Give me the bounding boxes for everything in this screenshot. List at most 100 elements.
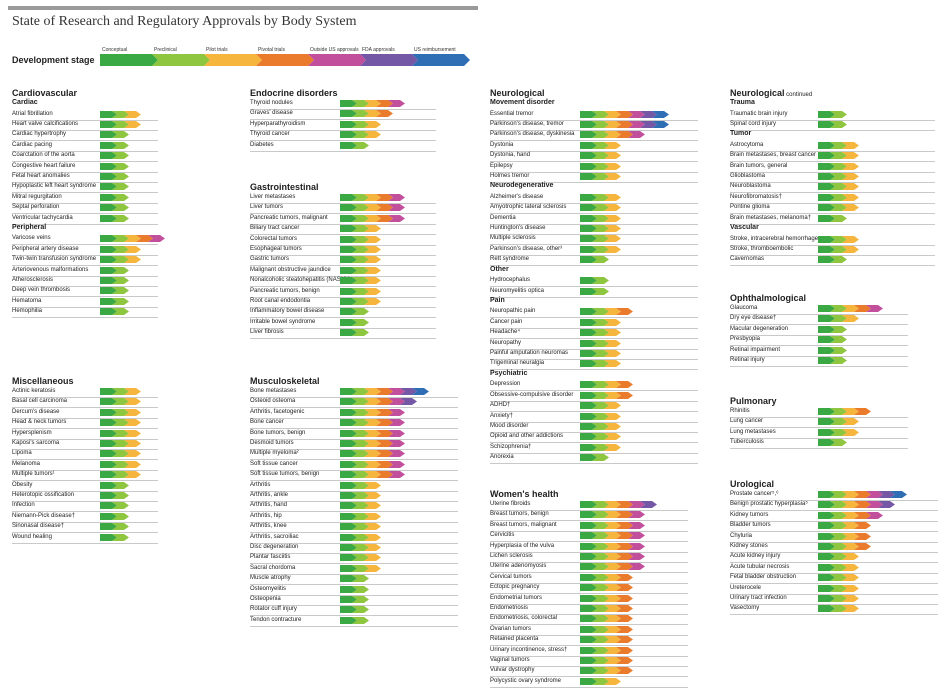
chevron-stage-7 xyxy=(890,491,907,498)
chevron-stage-2 xyxy=(352,388,369,395)
chevron-stage-3 xyxy=(604,615,621,623)
chevron-stage-1 xyxy=(818,193,835,201)
row-label: Osteomyelitis xyxy=(250,585,287,592)
stage-chevrons xyxy=(580,256,609,264)
row-label: Epilepsy xyxy=(490,162,513,169)
chevron-stage-3 xyxy=(124,120,141,128)
chevron-stage-2 xyxy=(352,450,369,458)
chevron-stage-2 xyxy=(592,573,609,581)
chevron-stage-1 xyxy=(580,120,597,128)
row-label: Opioid and other addictions xyxy=(490,433,564,440)
chevron-stage-4 xyxy=(616,646,633,654)
chevron-stage-2 xyxy=(112,523,129,531)
table-row: Atrial fibrillation xyxy=(12,110,158,121)
chevron-stage-3 xyxy=(604,532,621,540)
chevron-stage-1 xyxy=(340,214,357,222)
row-label: Kidney stones xyxy=(730,543,768,549)
stage-chevrons xyxy=(340,194,405,201)
chevron-stage-2 xyxy=(352,287,369,295)
stage-chevrons xyxy=(580,657,633,664)
row-label: Anxiety† xyxy=(490,412,514,419)
chevron-stage-1 xyxy=(340,492,357,499)
stage-chevrons xyxy=(580,204,621,212)
chevron-stage-3 xyxy=(604,141,621,149)
stage-chevrons xyxy=(580,615,633,623)
chevron-stage-3 xyxy=(604,646,621,654)
chevron-stage-2 xyxy=(830,110,847,118)
table-row: Cavernomas xyxy=(730,255,935,267)
row-label: Bone metastases xyxy=(250,388,297,394)
chevron-stage-1 xyxy=(818,204,835,212)
table-row: Acute tubular necrosis xyxy=(730,563,938,574)
chevron-stage-1 xyxy=(100,398,117,406)
chevron-stage-2 xyxy=(592,677,609,685)
table-row: Twin-twin transfusion syndrome xyxy=(12,255,158,267)
stage-chevrons xyxy=(340,131,381,139)
table-row: Malignant obstructive jaundice xyxy=(250,266,436,277)
table-row: Hydrocephalus xyxy=(490,276,698,288)
table-row: Cervicitis xyxy=(490,531,688,543)
chevron-stage-3 xyxy=(604,677,621,685)
chevron-stage-4 xyxy=(376,429,393,437)
chevron-stage-2 xyxy=(592,339,609,347)
chevron-stage-2 xyxy=(592,204,609,212)
chevron-stage-2 xyxy=(112,277,129,284)
chevron-stage-3 xyxy=(842,408,859,415)
section-title-gastro: Gastrointestinal xyxy=(250,182,319,192)
chevron-stage-3 xyxy=(604,511,621,519)
chevron-stage-3 xyxy=(604,318,621,326)
stage-chevrons xyxy=(818,491,907,498)
table-row: Pancreatic tumors, malignant xyxy=(250,214,436,225)
chevron-stage-1 xyxy=(580,235,597,243)
chevron-stage-1 xyxy=(818,110,835,118)
table-row: Diabetes xyxy=(250,141,436,152)
table-row: Liver tumors xyxy=(250,203,436,215)
chevron-stage-1 xyxy=(100,141,117,149)
table-row: Amyotrophic lateral sclerosis xyxy=(490,203,698,215)
table-row: Essential tremor xyxy=(490,110,698,121)
chevron-stage-1 xyxy=(340,120,357,128)
row-label: Acute kidney injury xyxy=(730,553,781,560)
row-label: Presbyopia xyxy=(730,336,761,343)
chevron-stage-2 xyxy=(352,329,369,337)
chevron-stage-1 xyxy=(100,450,117,458)
chevron-stage-3 xyxy=(842,553,859,561)
table-row: Polycystic ovary syndrome xyxy=(490,677,688,688)
chevron-stage-2 xyxy=(112,214,129,222)
chevron-stage-3 xyxy=(124,460,141,468)
chevron-stage-5 xyxy=(866,305,883,312)
stage-chevrons xyxy=(340,460,405,468)
table-row: Dercum's disease xyxy=(12,408,158,419)
table-row: Urinary incontinence, stress† xyxy=(490,646,688,657)
chevron-stage-1 xyxy=(100,214,117,222)
row-label: Colorectal tumors xyxy=(250,235,298,242)
chevron-stage-2 xyxy=(592,110,609,118)
chevron-stage-2 xyxy=(352,440,369,447)
table-row: Lichen sclerosis xyxy=(490,552,688,563)
row-label: Sacral chordoma xyxy=(250,564,296,571)
stage-chevrons xyxy=(100,523,129,531)
section-title-text: Neurological xyxy=(490,88,545,98)
chevron-stage-1 xyxy=(580,225,597,232)
row-label: Septal perforation xyxy=(12,204,60,211)
chevron-stage-2 xyxy=(112,308,129,316)
chevron-stage-1 xyxy=(580,152,597,160)
stage-chevrons xyxy=(818,256,847,264)
chevron-stage-3 xyxy=(364,460,381,468)
stage-chevrons xyxy=(340,575,369,583)
stage-chevrons xyxy=(818,584,859,592)
stage-chevrons xyxy=(580,553,645,560)
stage-chevrons xyxy=(580,605,633,612)
chevron-stage-2 xyxy=(830,193,847,201)
chevron-stage-2 xyxy=(592,563,609,571)
chevron-stage-1 xyxy=(580,214,597,222)
stage-segment-5 xyxy=(308,54,366,66)
chevron-stage-4 xyxy=(376,450,393,458)
chevron-stage-5 xyxy=(628,120,645,128)
stage-chevrons xyxy=(580,677,621,685)
chevron-stage-2 xyxy=(112,450,129,458)
chevron-stage-1 xyxy=(340,554,357,562)
stage-chevrons xyxy=(100,429,141,437)
stage-chevrons xyxy=(340,214,405,222)
chevron-stage-5 xyxy=(388,388,405,395)
